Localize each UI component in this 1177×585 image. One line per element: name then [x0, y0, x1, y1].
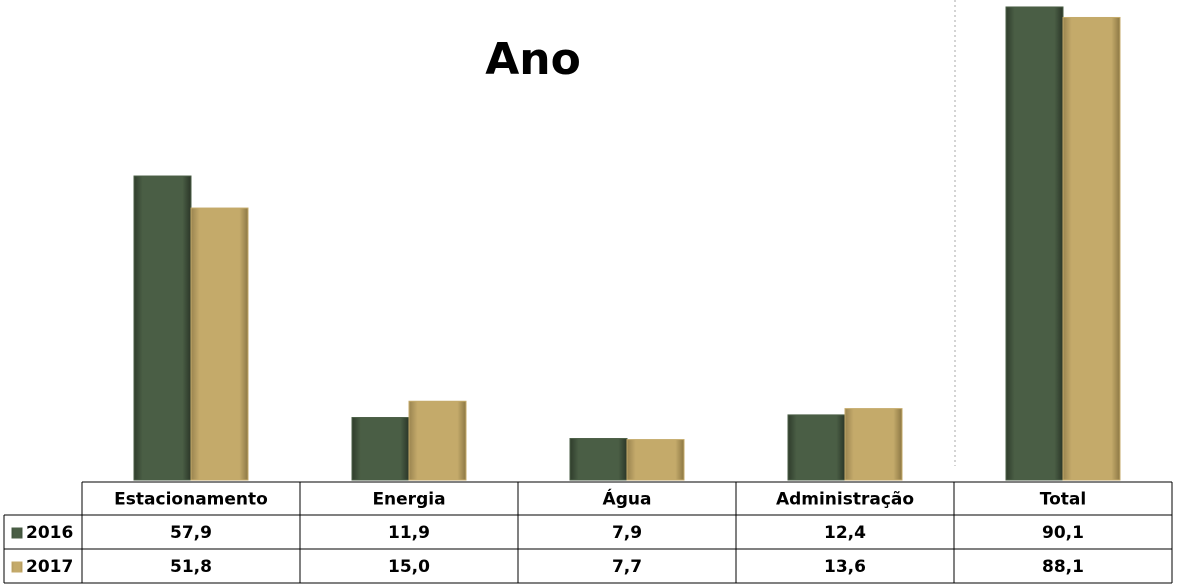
- data-cell: 11,9: [388, 523, 430, 543]
- bar: [844, 408, 903, 481]
- data-cell: 12,4: [824, 523, 866, 543]
- data-cell: 90,1: [1042, 523, 1084, 543]
- column-header: Energia: [372, 490, 445, 510]
- data-cell: 7,7: [612, 557, 642, 577]
- column-header: Total: [1040, 490, 1086, 510]
- bar: [408, 400, 467, 481]
- bar: [787, 414, 846, 481]
- legend-label: 2017: [26, 557, 73, 577]
- data-cell: 7,9: [612, 523, 642, 543]
- bar: [626, 439, 685, 481]
- bar: [1005, 6, 1064, 481]
- data-cell: 57,9: [170, 523, 212, 543]
- bar: [1062, 16, 1121, 481]
- column-header: Estacionamento: [114, 490, 268, 510]
- column-header: Água: [603, 488, 652, 510]
- bar: [190, 207, 249, 481]
- data-cell: 15,0: [388, 557, 430, 577]
- data-cell: 13,6: [824, 557, 866, 577]
- data-cell: 88,1: [1042, 557, 1084, 577]
- legend-swatch: [11, 527, 23, 539]
- bar: [569, 438, 628, 481]
- legend-swatch: [11, 561, 23, 573]
- column-header: Administração: [776, 490, 914, 510]
- legend-label: 2016: [26, 523, 73, 543]
- data-cell: 51,8: [170, 557, 212, 577]
- bar: [351, 417, 410, 481]
- chart-title: Ano: [485, 34, 581, 85]
- bar: [133, 175, 192, 481]
